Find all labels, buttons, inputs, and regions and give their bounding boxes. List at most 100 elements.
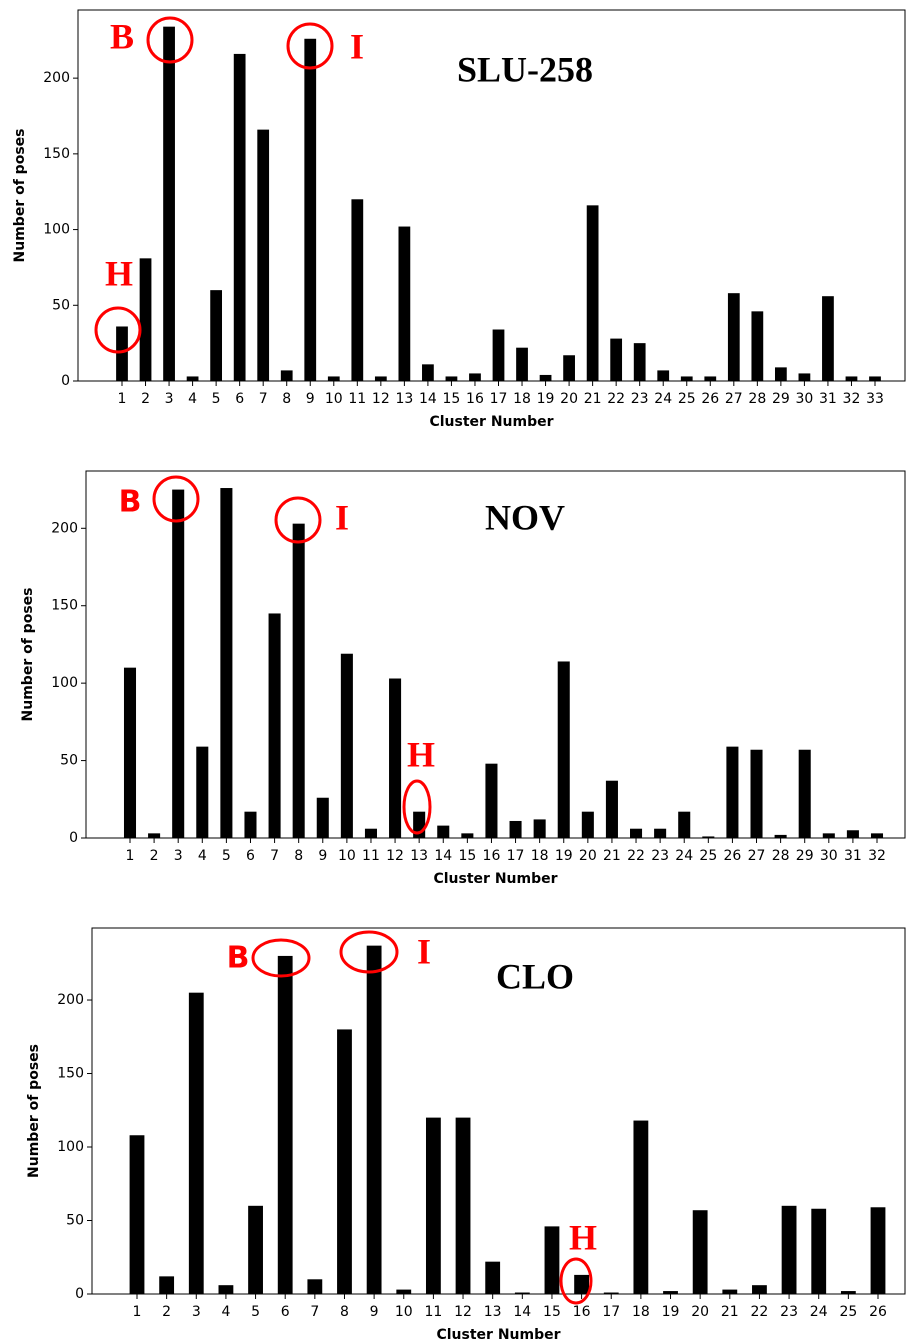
x-tick-label: 21: [721, 1304, 739, 1320]
annotation-circle: [402, 779, 432, 835]
bar: [798, 749, 811, 838]
x-tick-label: 29: [796, 848, 814, 864]
x-tick-label: 29: [772, 391, 790, 407]
x-tick-label: 26: [724, 848, 742, 864]
bar: [280, 370, 293, 381]
x-tick-label: 19: [537, 391, 555, 407]
x-tick-label: 22: [607, 391, 625, 407]
bar: [752, 1285, 767, 1294]
bar: [750, 749, 763, 838]
x-tick-label: 31: [844, 848, 862, 864]
x-tick-label: 19: [555, 848, 573, 864]
bar: [870, 833, 884, 838]
x-tick-label: 23: [780, 1304, 798, 1320]
x-tick-label: 15: [443, 391, 461, 407]
y-tick-label: 0: [69, 830, 78, 846]
annotation: H: [407, 734, 435, 774]
bar: [610, 338, 623, 381]
x-tick-label: 4: [188, 391, 197, 407]
bar: [148, 833, 161, 838]
bar: [129, 1135, 145, 1294]
x-tick-label: 10: [325, 391, 343, 407]
bar: [633, 1120, 649, 1294]
x-tick-label: 17: [490, 391, 508, 407]
bar: [633, 343, 646, 381]
x-tick-label: 6: [246, 848, 255, 864]
bar: [774, 367, 787, 381]
bar: [657, 370, 670, 381]
y-tick-label: 150: [57, 1066, 84, 1082]
x-tick-label: 10: [395, 1304, 413, 1320]
bar: [116, 326, 128, 381]
bar: [316, 797, 329, 838]
x-tick-label: 27: [748, 848, 766, 864]
bar: [704, 376, 717, 381]
x-tick-label: 11: [362, 848, 380, 864]
chart-title: NOV: [485, 497, 565, 537]
chart-title: CLO: [496, 956, 574, 996]
x-tick-label: 18: [531, 848, 549, 864]
x-tick-label: 17: [507, 848, 525, 864]
x-tick-label: 26: [701, 391, 719, 407]
x-tick-label: 21: [603, 848, 621, 864]
bar: [218, 1285, 234, 1294]
y-tick-label: 100: [57, 1139, 84, 1155]
x-tick-label: 24: [810, 1304, 828, 1320]
annotation-circle: [94, 306, 142, 354]
x-tick-label: 7: [310, 1304, 319, 1320]
y-tick-label: 50: [52, 297, 70, 313]
bar: [678, 811, 691, 838]
x-tick-label: 19: [662, 1304, 680, 1320]
bar: [398, 226, 411, 381]
x-tick-label: 8: [282, 391, 291, 407]
x-tick-label: 24: [654, 391, 672, 407]
x-tick-label: 5: [251, 1304, 260, 1320]
bar: [244, 811, 257, 838]
x-tick-label: 18: [632, 1304, 650, 1320]
bar: [351, 199, 364, 381]
x-tick-label: 11: [424, 1304, 442, 1320]
bar: [722, 1289, 738, 1294]
x-tick-label: 4: [221, 1304, 230, 1320]
bar: [822, 833, 835, 838]
y-tick-label: 150: [43, 146, 70, 162]
y-tick-label: 0: [75, 1286, 84, 1302]
x-tick-label: 33: [866, 391, 884, 407]
x-tick-label: 8: [340, 1304, 349, 1320]
x-tick-label: 9: [306, 391, 315, 407]
x-tick-label: 23: [651, 848, 669, 864]
bar: [389, 678, 402, 838]
bar: [845, 376, 858, 381]
bar: [485, 763, 498, 838]
x-tick-label: 12: [372, 391, 390, 407]
bar: [461, 833, 474, 838]
x-tick-label: 12: [386, 848, 404, 864]
bar: [364, 828, 377, 838]
y-axis-label: Number of poses: [20, 588, 36, 722]
bar: [846, 830, 859, 838]
bar: [533, 819, 546, 838]
x-tick-label: 9: [370, 1304, 379, 1320]
x-tick-label: 15: [458, 848, 476, 864]
y-tick-label: 200: [51, 520, 78, 536]
y-tick-label: 0: [61, 373, 70, 389]
annotation-circle: [286, 22, 334, 70]
y-tick-label: 200: [43, 70, 70, 86]
bar: [811, 1208, 827, 1294]
y-axis-label: Number of poses: [26, 1044, 42, 1178]
x-tick-label: 32: [868, 848, 886, 864]
x-tick-label: 20: [691, 1304, 709, 1320]
x-tick-label: 10: [338, 848, 356, 864]
bar: [469, 373, 481, 381]
bar: [327, 376, 340, 381]
y-axis-label: Number of poses: [12, 129, 28, 263]
x-tick-label: 3: [192, 1304, 201, 1320]
x-tick-label: 9: [318, 848, 327, 864]
bar: [172, 489, 185, 838]
y-tick-label: 50: [66, 1213, 84, 1229]
x-tick-label: 25: [839, 1304, 857, 1320]
bar: [605, 780, 618, 838]
x-tick-label: 16: [573, 1304, 591, 1320]
x-tick-label: 1: [126, 848, 135, 864]
